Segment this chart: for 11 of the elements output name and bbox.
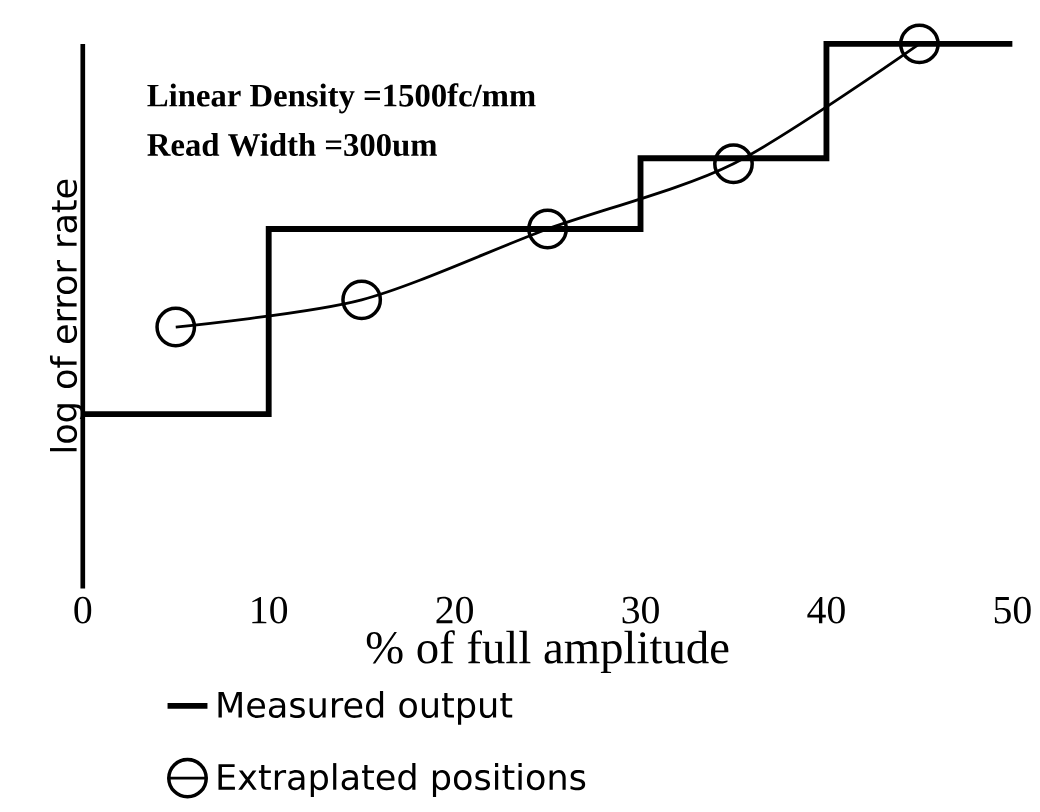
annotation: Read Width =300um <box>147 133 437 157</box>
x-tick-label: 30 <box>622 596 659 624</box>
x-tick-label: 10 <box>252 596 288 624</box>
annotation: Linear Density =1500fc/mm <box>147 83 536 114</box>
x-tick-label: 20 <box>436 596 473 624</box>
legend-label: Measured output <box>218 690 513 725</box>
legend-label: Extraplated positions <box>218 763 586 798</box>
x-axis-title: % of full amplitude <box>366 630 729 674</box>
x-tick-label: 0 <box>74 596 92 624</box>
x-tick-label: 50 <box>994 596 1031 624</box>
x-tick-label: 40 <box>807 596 845 624</box>
